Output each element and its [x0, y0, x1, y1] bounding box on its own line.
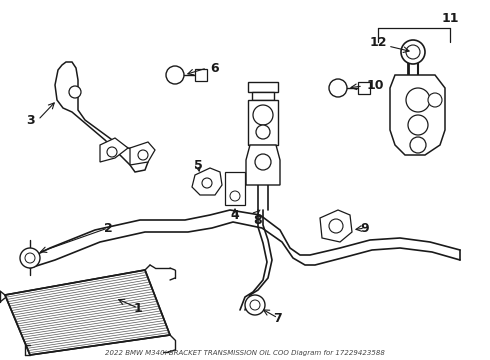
Circle shape: [25, 253, 35, 263]
Text: 2022 BMW M340i BRACKET TRANSMISSION OIL COO Diagram for 17229423588: 2022 BMW M340i BRACKET TRANSMISSION OIL …: [105, 350, 385, 356]
Circle shape: [138, 150, 148, 160]
Text: 10: 10: [366, 78, 384, 91]
Polygon shape: [390, 75, 445, 155]
Circle shape: [410, 137, 426, 153]
Text: 2: 2: [103, 221, 112, 234]
Circle shape: [406, 88, 430, 112]
Circle shape: [255, 154, 271, 170]
Text: 5: 5: [194, 158, 202, 171]
Circle shape: [245, 295, 265, 315]
Polygon shape: [195, 69, 207, 81]
Polygon shape: [248, 82, 278, 92]
Circle shape: [428, 93, 442, 107]
Polygon shape: [358, 82, 370, 94]
Polygon shape: [130, 142, 155, 165]
Polygon shape: [246, 145, 280, 185]
Text: 12: 12: [369, 36, 387, 49]
Circle shape: [69, 86, 81, 98]
Circle shape: [20, 248, 40, 268]
Circle shape: [408, 115, 428, 135]
Polygon shape: [5, 270, 170, 355]
Circle shape: [253, 105, 273, 125]
Text: 6: 6: [211, 62, 220, 75]
Polygon shape: [225, 172, 245, 205]
Circle shape: [329, 219, 343, 233]
Circle shape: [329, 79, 347, 97]
Polygon shape: [55, 62, 148, 172]
Circle shape: [256, 125, 270, 139]
Polygon shape: [320, 210, 352, 242]
Polygon shape: [100, 138, 128, 162]
Circle shape: [230, 191, 240, 201]
Circle shape: [166, 66, 184, 84]
Text: 8: 8: [254, 213, 262, 226]
Text: 7: 7: [273, 311, 282, 324]
Polygon shape: [248, 100, 278, 145]
Circle shape: [202, 178, 212, 188]
Circle shape: [250, 300, 260, 310]
Circle shape: [107, 147, 117, 157]
Circle shape: [401, 40, 425, 64]
Text: 4: 4: [231, 208, 240, 221]
Polygon shape: [192, 168, 222, 195]
Text: 3: 3: [25, 113, 34, 126]
Text: 9: 9: [361, 221, 369, 234]
Text: 1: 1: [134, 302, 143, 315]
Text: 11: 11: [441, 12, 459, 24]
Circle shape: [406, 45, 420, 59]
Polygon shape: [252, 92, 274, 100]
